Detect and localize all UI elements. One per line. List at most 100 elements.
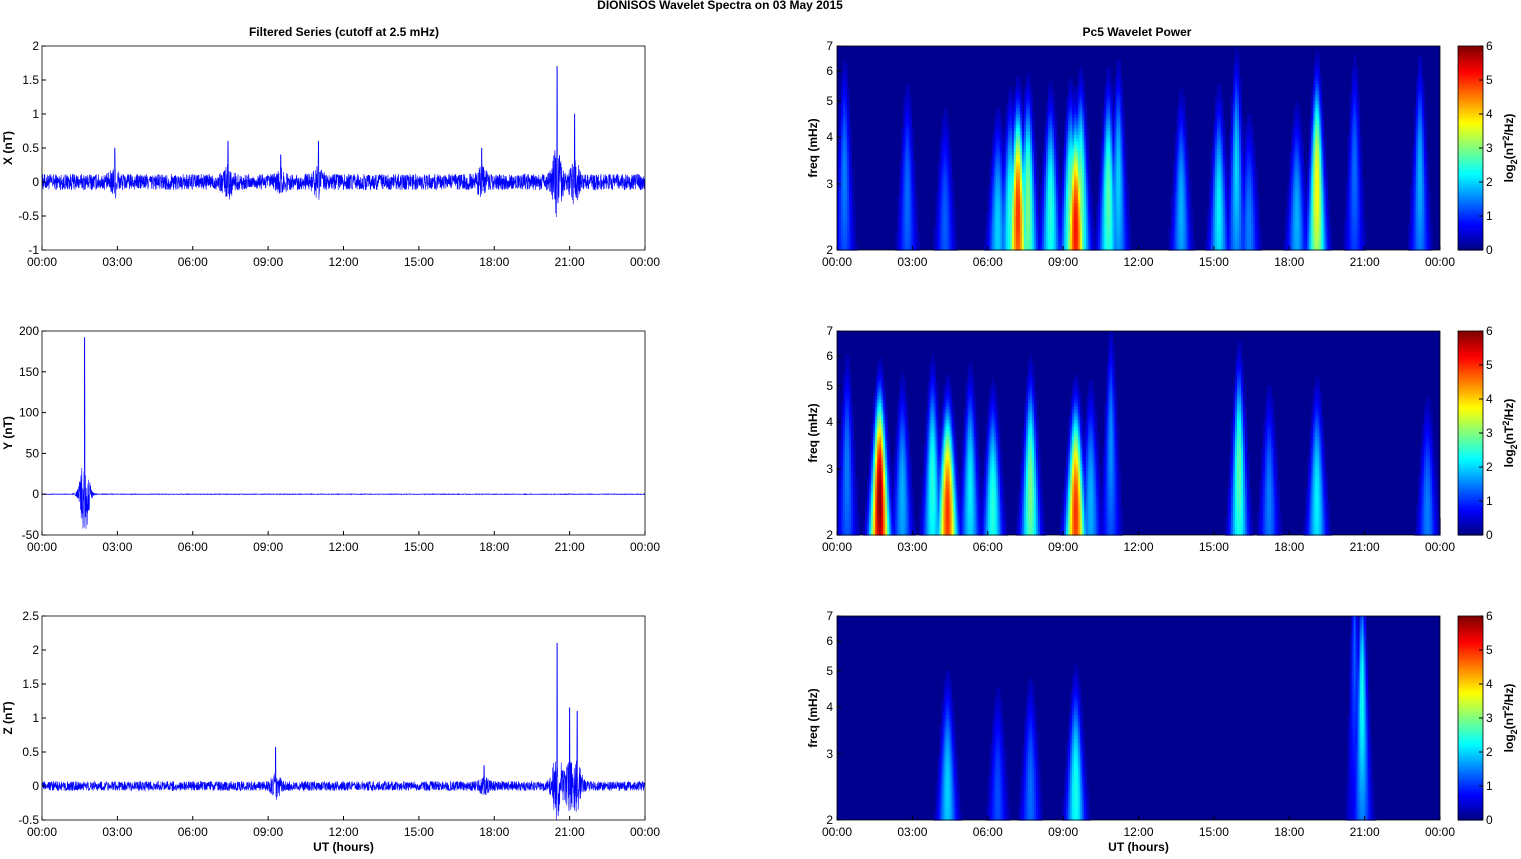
x-tick-label: 18:00: [479, 540, 509, 554]
heatmap-cell: [1189, 196, 1192, 200]
heatmap-cell: [1189, 179, 1192, 183]
heatmap-cell: [1056, 155, 1059, 159]
x-tick-label: 03:00: [102, 255, 132, 269]
y-tick-label: 0.5: [22, 745, 39, 759]
x-tick-label: 18:00: [479, 255, 509, 269]
y-tick-label: 0: [32, 487, 39, 501]
heatmap-cell: [952, 179, 955, 183]
heatmap-cell: [915, 223, 918, 227]
x-tick-label: 00:00: [27, 255, 57, 269]
heatmap-cell: [849, 138, 852, 142]
heatmap-cell: [849, 124, 852, 128]
x-tick-label: 09:00: [253, 255, 283, 269]
heatmap-cell: [1118, 60, 1121, 64]
y-tick-label: 0: [32, 779, 39, 793]
heatmap-cell: [948, 124, 951, 128]
heatmap-cell: [853, 202, 856, 206]
y-tick-label: 0.5: [22, 141, 39, 155]
heatmap-cell: [1185, 117, 1188, 121]
heatmap-cell: [913, 162, 916, 166]
heatmap-cell: [911, 138, 914, 142]
heatmap-cell: [956, 240, 959, 244]
heatmap-cell: [952, 196, 955, 200]
heatmap-cell: [1128, 223, 1131, 227]
left-column-title: Filtered Series (cutoff at 2.5 mHz): [249, 25, 439, 39]
heatmap-cell: [1187, 172, 1190, 176]
heatmap-cell: [1086, 138, 1089, 142]
y-tick-label: 100: [19, 406, 39, 420]
heatmap-cell: [1018, 77, 1021, 81]
y-axis-label: Z (nT): [1, 701, 15, 734]
heatmap-cell: [1225, 148, 1228, 152]
x-tick-label: 00:00: [630, 255, 660, 269]
heatmap-cell: [1092, 219, 1095, 223]
heatmap-cell: [913, 179, 916, 183]
x-tick-label: 21:00: [555, 825, 585, 839]
heatmap-cell: [853, 223, 856, 227]
heatmap-cell: [1090, 206, 1093, 210]
heatmap-cell: [1128, 240, 1131, 244]
heatmap-cell: [1191, 230, 1194, 234]
plot-frame: [42, 46, 645, 250]
heatmap-cell: [1034, 155, 1037, 159]
heatmap-cell: [1126, 206, 1129, 210]
heatmap-cell: [1036, 168, 1039, 172]
y-axis-label: Y (nT): [1, 416, 15, 450]
x-tick-label: 09:00: [253, 825, 283, 839]
heatmap-cell: [915, 206, 918, 210]
heatmap-cell: [1223, 121, 1226, 125]
plot-frame: [42, 331, 645, 535]
x-tick-label: 21:00: [555, 255, 585, 269]
heatmap-cell: [1030, 87, 1033, 91]
heatmap-cell: [954, 209, 957, 213]
heatmap-cell: [950, 155, 953, 159]
heatmap-cell: [954, 230, 957, 234]
x-axis-label: UT (hours): [313, 840, 374, 854]
y-tick-label: 150: [19, 365, 39, 379]
heatmap-cell: [851, 165, 854, 169]
heatmap-cell: [1221, 97, 1224, 101]
heatmap-cell: [1054, 111, 1057, 115]
heatmap-cell: [915, 213, 918, 217]
heatmap-cell: [1070, 77, 1073, 81]
heatmap-cell: [1090, 213, 1093, 217]
x-tick-label: 15:00: [404, 825, 434, 839]
x-tick-label: 00:00: [630, 540, 660, 554]
heatmap-cell: [1034, 162, 1037, 166]
heatmap-cell: [1090, 196, 1093, 200]
heatmap-cell: [1036, 189, 1039, 193]
heatmap-cell: [1187, 162, 1190, 166]
heatmap-cell: [1191, 209, 1194, 213]
heatmap-cell: [1086, 155, 1089, 159]
heatmap-cell: [1189, 189, 1192, 193]
heatmap-cell: [1082, 77, 1085, 81]
x-tick-label: 12:00: [328, 825, 358, 839]
heatmap-cell: [1128, 216, 1131, 220]
heatmap-cell: [950, 148, 953, 152]
y-tick-label: 1.5: [22, 677, 39, 691]
heatmap-cell: [998, 107, 1001, 111]
heatmap-cell: [1181, 87, 1184, 91]
x-tick-label: 15:00: [404, 255, 434, 269]
heatmap-cell: [950, 162, 953, 166]
y-tick-label: 200: [19, 324, 39, 338]
heatmap-cell: [851, 196, 854, 200]
x-tick-label: 03:00: [102, 540, 132, 554]
x-tick-label: 03:00: [102, 825, 132, 839]
heatmap-cell: [1052, 90, 1055, 94]
heatmap-cell: [1088, 172, 1091, 176]
heatmap-cell: [1080, 66, 1083, 70]
heatmap-cell: [847, 87, 850, 91]
heatmap-cell: [1225, 162, 1228, 166]
y-tick-label: 2: [32, 39, 39, 53]
heatmap-cell: [845, 63, 848, 67]
x-tick-label: 00:00: [27, 540, 57, 554]
heatmap-cell: [849, 155, 852, 159]
series-trace-y: [42, 338, 645, 529]
heatmap-cell: [849, 145, 852, 149]
x-tick-label: 00:00: [27, 825, 57, 839]
